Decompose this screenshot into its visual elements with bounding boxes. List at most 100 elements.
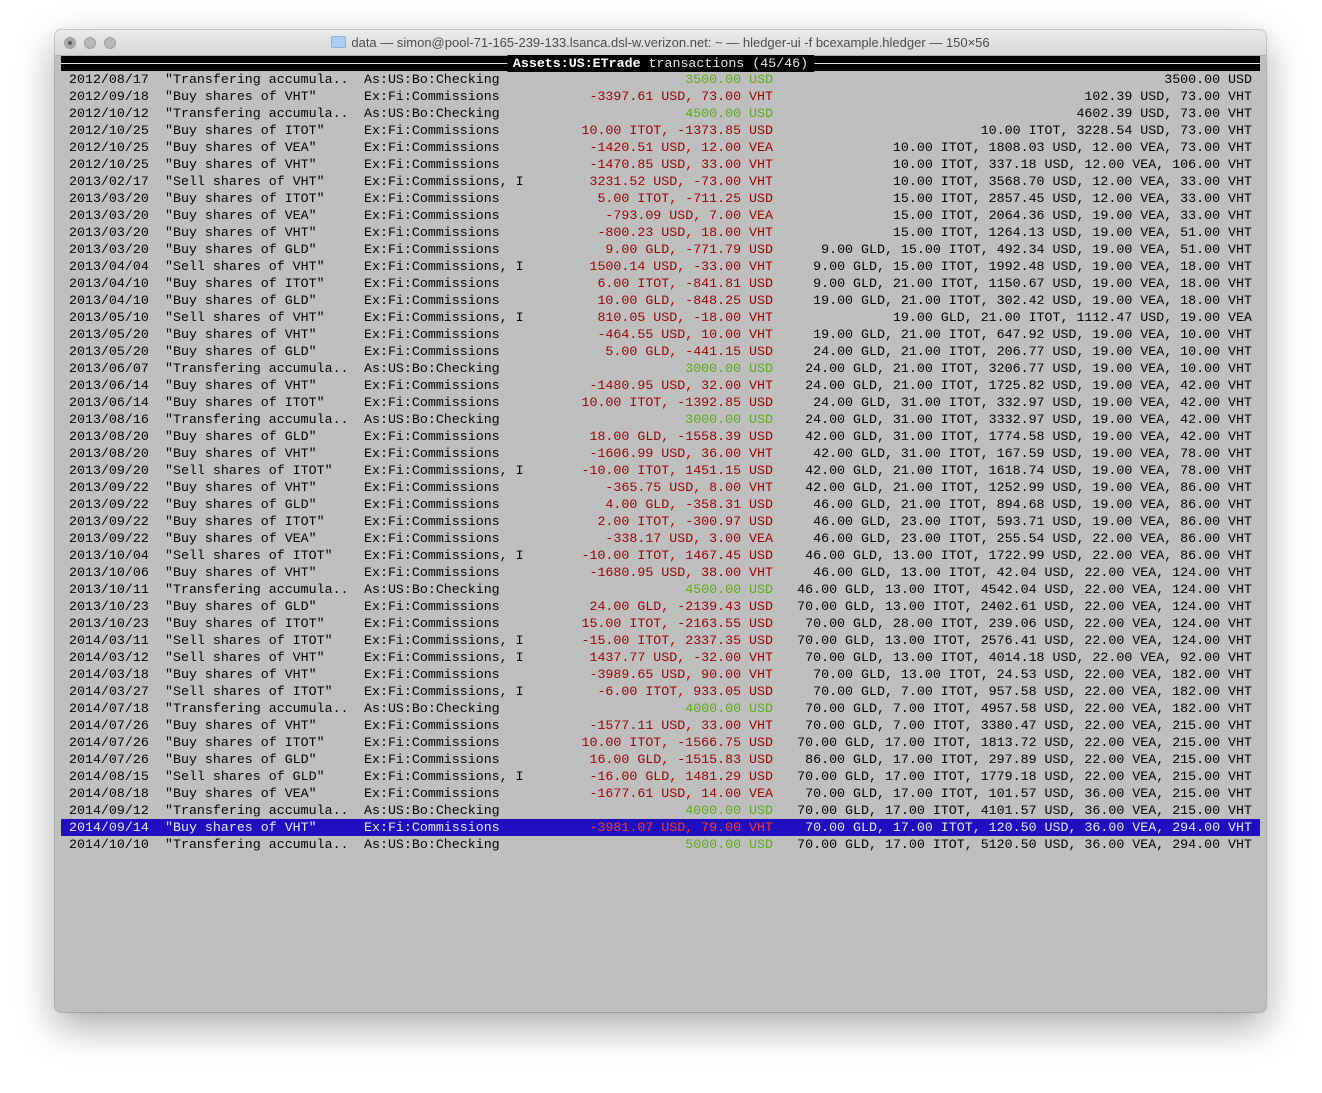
other-accounts: Ex:Fi:Commissions	[364, 225, 500, 240]
transaction-row[interactable]: 2013/08/16 "Transfering accumula.. As:US:B…	[61, 411, 1260, 428]
transaction-row[interactable]: 2012/08/17 "Transfering accumula.. As:US:B…	[61, 71, 1260, 88]
transaction-date: 2013/09/22	[69, 531, 149, 546]
transaction-row[interactable]: 2013/10/23 "Buy shares of ITOT" Ex:Fi:Comm…	[61, 615, 1260, 632]
transaction-row[interactable]: 2014/07/26 "Buy shares of GLD" Ex:Fi:Commi…	[61, 751, 1260, 768]
transaction-description: "Sell shares of GLD"	[165, 769, 325, 784]
change-amount: -10.00 ITOT, 1451.15 USD	[581, 463, 773, 478]
transaction-row[interactable]: 2014/07/18 "Transfering accumula.. As:US:B…	[61, 700, 1260, 717]
transaction-row[interactable]: 2013/08/20 "Buy shares of VHT" Ex:Fi:Commi…	[61, 445, 1260, 462]
transaction-row[interactable]: 2013/10/04 "Sell shares of ITOT" Ex:Fi:Com…	[61, 547, 1260, 564]
transaction-row[interactable]: 2014/03/12 "Sell shares of VHT" Ex:Fi:Comm…	[61, 649, 1260, 666]
minimize-button[interactable]	[84, 37, 96, 49]
transaction-description: "Transfering accumula..	[165, 361, 349, 376]
transaction-row[interactable]: 2013/03/20 "Buy shares of VEA" Ex:Fi:Commi…	[61, 207, 1260, 224]
transaction-description: "Buy shares of VEA"	[165, 208, 317, 223]
transaction-description: "Buy shares of VHT"	[165, 565, 317, 580]
change-amount: 3231.52 USD, -73.00 VHT	[589, 174, 773, 189]
transaction-row[interactable]: 2014/03/27 "Sell shares of ITOT" Ex:Fi:Com…	[61, 683, 1260, 700]
transaction-row[interactable]: 2013/04/04 "Sell shares of VHT" Ex:Fi:Comm…	[61, 258, 1260, 275]
change-amount: 3000.00 USD	[685, 412, 773, 427]
running-balance: 10.00 ITOT, 337.18 USD, 12.00 VEA, 106.0…	[892, 157, 1252, 172]
transaction-row[interactable]: 2013/10/06 "Buy shares of VHT" Ex:Fi:Commi…	[61, 564, 1260, 581]
transaction-row[interactable]: 2013/06/14 "Buy shares of ITOT" Ex:Fi:Comm…	[61, 394, 1260, 411]
other-accounts: Ex:Fi:Commissions	[364, 395, 500, 410]
change-amount: 4000.00 USD	[685, 701, 773, 716]
transaction-date: 2013/05/10	[69, 310, 149, 325]
change-amount: 15.00 ITOT, -2163.55 USD	[581, 616, 773, 631]
transaction-row[interactable]: 2012/09/18 "Buy shares of VHT" Ex:Fi:Commi…	[61, 88, 1260, 105]
transaction-row[interactable]: 2013/09/22 "Buy shares of VHT" Ex:Fi:Commi…	[61, 479, 1260, 496]
transaction-row[interactable]: 2014/09/14 "Buy shares of VHT" Ex:Fi:Commi…	[61, 819, 1260, 836]
transaction-row[interactable]: 2013/03/20 "Buy shares of GLD" Ex:Fi:Commi…	[61, 241, 1260, 258]
other-accounts: Ex:Fi:Commissions, In:..	[364, 259, 524, 274]
transaction-row[interactable]: 2013/05/10 "Sell shares of VHT" Ex:Fi:Comm…	[61, 309, 1260, 326]
other-accounts: As:US:Bo:Checking	[364, 837, 500, 852]
transaction-row[interactable]: 2014/10/10 "Transfering accumula.. As:US:B…	[61, 836, 1260, 853]
transaction-row[interactable]: 2012/10/12 "Transfering accumula.. As:US:B…	[61, 105, 1260, 122]
transaction-date: 2013/09/22	[69, 480, 149, 495]
change-amount: -3981.07 USD, 79.00 VHT	[589, 820, 773, 835]
transaction-row[interactable]: 2013/06/14 "Buy shares of VHT" Ex:Fi:Commi…	[61, 377, 1260, 394]
transaction-description: "Buy shares of GLD"	[165, 293, 317, 308]
other-accounts: Ex:Fi:Commissions	[364, 735, 500, 750]
transaction-row[interactable]: 2013/02/17 "Sell shares of VHT" Ex:Fi:Comm…	[61, 173, 1260, 190]
transaction-description: "Buy shares of GLD"	[165, 429, 317, 444]
transaction-date: 2012/10/25	[69, 140, 149, 155]
transaction-row[interactable]: 2013/10/23 "Buy shares of GLD" Ex:Fi:Commi…	[61, 598, 1260, 615]
other-accounts: Ex:Fi:Commissions	[364, 123, 500, 138]
transaction-row[interactable]: 2013/09/22 "Buy shares of ITOT" Ex:Fi:Comm…	[61, 513, 1260, 530]
running-balance: 70.00 GLD, 13.00 ITOT, 2402.61 USD, 22.0…	[797, 599, 1252, 614]
transaction-list[interactable]: 2012/08/17 "Transfering accumula.. As:US:B…	[61, 71, 1260, 853]
transaction-description: "Buy shares of GLD"	[165, 752, 317, 767]
other-accounts: As:US:Bo:Checking	[364, 582, 500, 597]
transaction-row[interactable]: 2012/10/25 "Buy shares of VHT" Ex:Fi:Commi…	[61, 156, 1260, 173]
transaction-row[interactable]: 2014/08/18 "Buy shares of VEA" Ex:Fi:Commi…	[61, 785, 1260, 802]
transaction-row[interactable]: 2013/09/22 "Buy shares of GLD" Ex:Fi:Commi…	[61, 496, 1260, 513]
close-button[interactable]	[64, 37, 76, 49]
transaction-description: "Buy shares of ITOT"	[165, 123, 325, 138]
transaction-row[interactable]: 2013/03/20 "Buy shares of VHT" Ex:Fi:Commi…	[61, 224, 1260, 241]
other-accounts: Ex:Fi:Commissions	[364, 497, 500, 512]
transaction-description: "Transfering accumula..	[165, 106, 349, 121]
other-accounts: Ex:Fi:Commissions	[364, 140, 500, 155]
transaction-row[interactable]: 2012/10/25 "Buy shares of VEA" Ex:Fi:Commi…	[61, 139, 1260, 156]
transaction-row[interactable]: 2012/10/25 "Buy shares of ITOT" Ex:Fi:Comm…	[61, 122, 1260, 139]
transaction-row[interactable]: 2014/09/12 "Transfering accumula.. As:US:B…	[61, 802, 1260, 819]
transaction-row[interactable]: 2013/06/07 "Transfering accumula.. As:US:B…	[61, 360, 1260, 377]
transaction-row[interactable]: 2013/09/20 "Sell shares of ITOT" Ex:Fi:Com…	[61, 462, 1260, 479]
transaction-row[interactable]: 2013/05/20 "Buy shares of VHT" Ex:Fi:Commi…	[61, 326, 1260, 343]
running-balance: 24.00 GLD, 21.00 ITOT, 3206.77 USD, 19.0…	[805, 361, 1252, 376]
transaction-row[interactable]: 2014/08/15 "Sell shares of GLD" Ex:Fi:Comm…	[61, 768, 1260, 785]
zoom-button[interactable]	[104, 37, 116, 49]
running-balance: 42.00 GLD, 21.00 ITOT, 1618.74 USD, 19.0…	[805, 463, 1252, 478]
transaction-row[interactable]: 2013/03/20 "Buy shares of ITOT" Ex:Fi:Comm…	[61, 190, 1260, 207]
other-accounts: Ex:Fi:Commissions, In:..	[364, 769, 524, 784]
running-balance: 70.00 GLD, 7.00 ITOT, 957.58 USD, 22.00 …	[813, 684, 1252, 699]
transaction-row[interactable]: 2013/05/20 "Buy shares of GLD" Ex:Fi:Commi…	[61, 343, 1260, 360]
other-accounts: Ex:Fi:Commissions	[364, 820, 500, 835]
change-amount: -800.23 USD, 18.00 VHT	[597, 225, 773, 240]
transaction-row[interactable]: 2014/03/18 "Buy shares of VHT" Ex:Fi:Commi…	[61, 666, 1260, 683]
transaction-description: "Transfering accumula..	[165, 803, 349, 818]
transaction-row[interactable]: 2013/04/10 "Buy shares of GLD" Ex:Fi:Commi…	[61, 292, 1260, 309]
transaction-row[interactable]: 2013/10/11 "Transfering accumula.. As:US:B…	[61, 581, 1260, 598]
folder-icon	[331, 36, 347, 48]
transaction-date: 2012/09/18	[69, 89, 149, 104]
transaction-row[interactable]: 2014/07/26 "Buy shares of VHT" Ex:Fi:Commi…	[61, 717, 1260, 734]
transaction-row[interactable]: 2013/08/20 "Buy shares of GLD" Ex:Fi:Commi…	[61, 428, 1260, 445]
change-amount: -338.17 USD, 3.00 VEA	[605, 531, 773, 546]
change-amount: -1677.61 USD, 14.00 VEA	[589, 786, 773, 801]
change-amount: 16.00 GLD, -1515.83 USD	[589, 752, 773, 767]
transaction-row[interactable]: 2013/09/22 "Buy shares of VEA" Ex:Fi:Commi…	[61, 530, 1260, 547]
running-balance: 102.39 USD, 73.00 VHT	[1084, 89, 1252, 104]
other-accounts: As:US:Bo:Checking	[364, 106, 500, 121]
transaction-row[interactable]: 2013/04/10 "Buy shares of ITOT" Ex:Fi:Comm…	[61, 275, 1260, 292]
transaction-row[interactable]: 2014/03/11 "Sell shares of ITOT" Ex:Fi:Com…	[61, 632, 1260, 649]
running-balance: 24.00 GLD, 31.00 ITOT, 3332.97 USD, 19.0…	[805, 412, 1252, 427]
change-amount: 24.00 GLD, -2139.43 USD	[589, 599, 773, 614]
transaction-description: "Buy shares of ITOT"	[165, 616, 325, 631]
other-accounts: Ex:Fi:Commissions	[364, 531, 500, 546]
transaction-date: 2013/10/23	[69, 616, 149, 631]
running-balance: 70.00 GLD, 13.00 ITOT, 2576.41 USD, 22.0…	[797, 633, 1252, 648]
transaction-row[interactable]: 2014/07/26 "Buy shares of ITOT" Ex:Fi:Comm…	[61, 734, 1260, 751]
